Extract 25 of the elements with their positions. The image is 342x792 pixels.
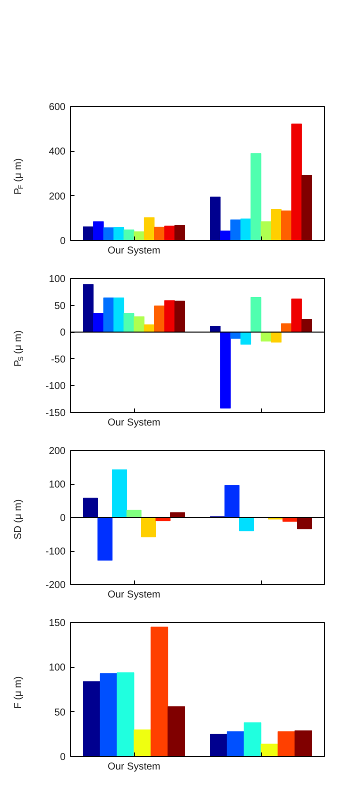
x-tick-label: Our System — [108, 762, 160, 772]
y-tick-label: -50 — [51, 354, 66, 366]
y-tick-label: 0 — [60, 513, 66, 524]
y-tick-label: -100 — [45, 381, 66, 392]
y-tick-label: 150 — [48, 618, 66, 629]
y-axis-title: SD (μ m) — [13, 499, 24, 540]
y-tick-label: 200 — [48, 191, 66, 202]
y-tick-label: 100 — [48, 274, 66, 285]
y-tick-label: 100 — [48, 480, 66, 490]
y-tick-label: 0 — [60, 328, 66, 339]
y-tick-label: 0 — [60, 236, 66, 247]
y-tick-label: 50 — [54, 707, 66, 718]
y-axis-title: F (μ m) — [13, 676, 24, 709]
y-tick-label: 50 — [54, 300, 66, 312]
y-tick-label: 200 — [48, 446, 66, 457]
y-tick-label: -100 — [45, 546, 66, 558]
x-tick-label: Our System — [108, 246, 160, 256]
y-tick-label: -200 — [45, 580, 66, 591]
y-tick-label: 0 — [60, 752, 66, 763]
y-tick-label: 600 — [48, 102, 66, 113]
x-tick-label: Our System — [108, 590, 160, 600]
y-tick-label: -150 — [45, 408, 66, 419]
y-tick-label: 400 — [48, 146, 66, 158]
y-tick-label: 100 — [48, 662, 66, 674]
x-tick-label: Our System — [108, 418, 160, 428]
